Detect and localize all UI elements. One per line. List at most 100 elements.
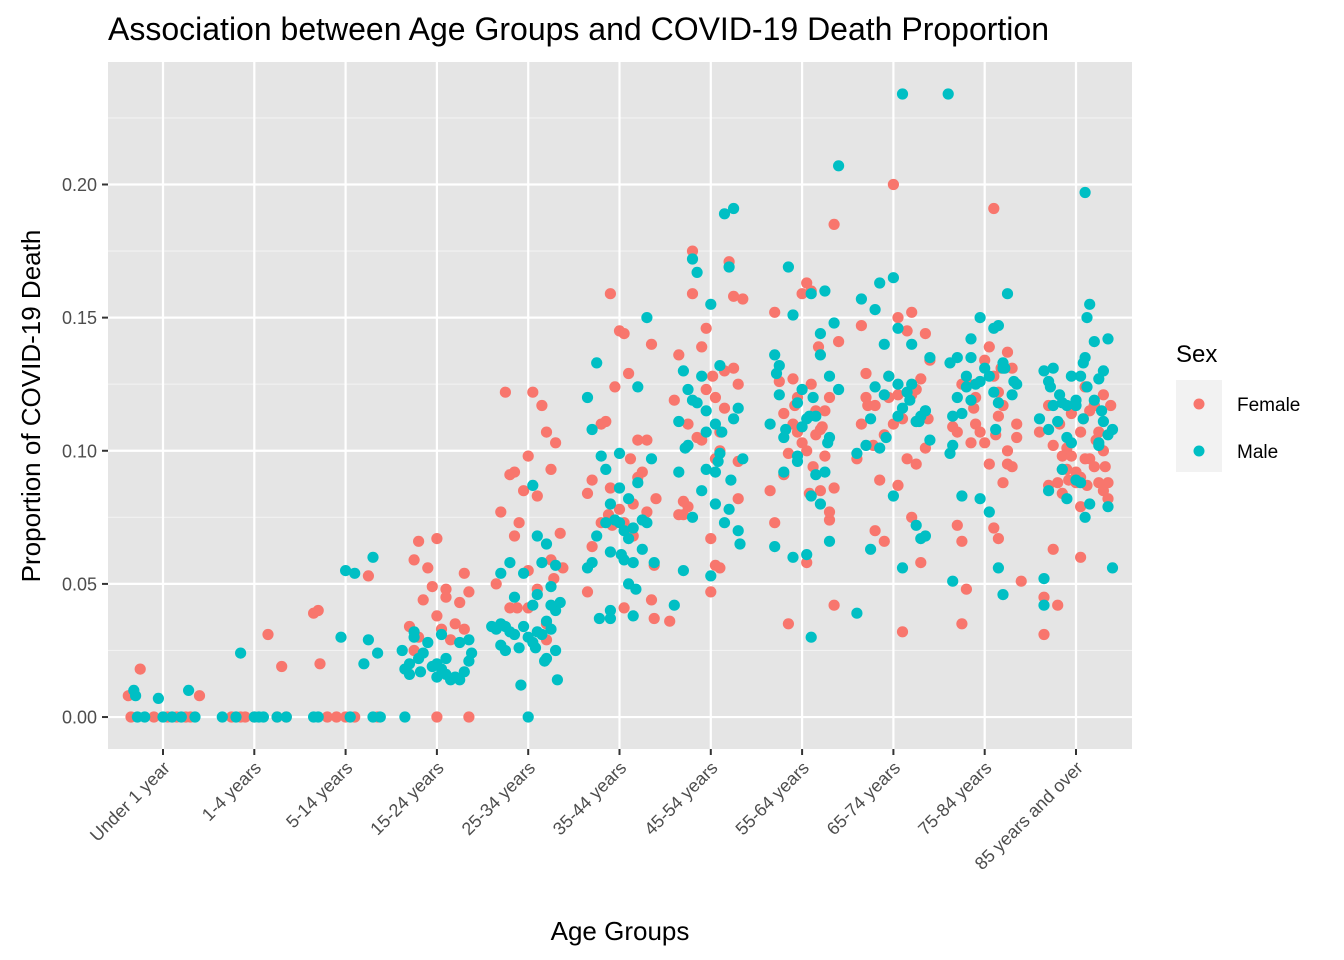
point-female [819, 450, 831, 462]
point-female [645, 594, 658, 606]
point-female [623, 367, 635, 380]
point-male [997, 362, 1009, 374]
point-male [709, 466, 722, 478]
point-male [728, 202, 740, 215]
point-male [1065, 370, 1077, 382]
point-female [814, 485, 827, 497]
point-male [458, 666, 470, 678]
point-female [700, 383, 712, 396]
point-male [769, 541, 781, 553]
point-female [896, 626, 909, 638]
point-female [504, 602, 516, 614]
point-male [805, 288, 817, 300]
point-male [773, 360, 785, 372]
point-male [974, 493, 986, 505]
point-female [956, 618, 968, 630]
point-female [901, 453, 913, 465]
point-female [1075, 501, 1087, 513]
point-male [956, 490, 968, 502]
point-male [1056, 397, 1068, 409]
x-axis-title: Age Groups [551, 916, 690, 946]
point-female [454, 596, 466, 609]
point-male [536, 628, 548, 641]
point-female [1052, 477, 1064, 489]
y-axis-title: Proportion of COVID-19 Death [16, 230, 46, 583]
point-male [1001, 288, 1014, 300]
point-male [728, 413, 740, 425]
point-male [414, 666, 427, 678]
point-male [152, 692, 164, 705]
point-female [1047, 439, 1059, 451]
point-female [1052, 599, 1064, 611]
point-male [604, 604, 617, 617]
point-female [732, 378, 744, 390]
point-male [673, 466, 685, 478]
point-male [1077, 357, 1089, 369]
point-female [1038, 628, 1050, 641]
point-male [513, 642, 525, 654]
point-male [865, 543, 877, 555]
point-male [787, 309, 799, 321]
point-male [944, 447, 956, 459]
point-male [641, 312, 653, 324]
point-female [134, 663, 146, 675]
point-female [992, 410, 1005, 422]
point-female [1093, 477, 1105, 489]
point-male [545, 581, 557, 593]
point-male [1102, 333, 1114, 345]
point-male [1043, 485, 1055, 497]
point-male [230, 711, 242, 723]
point-female [276, 660, 288, 673]
point-female [705, 533, 717, 545]
point-male [396, 644, 408, 657]
point-male [593, 612, 606, 625]
point-male [613, 482, 626, 494]
point-male [833, 383, 845, 396]
point-male [723, 503, 735, 515]
point-male [823, 370, 836, 382]
point-male [865, 413, 877, 425]
point-male [705, 298, 717, 310]
point-female [956, 535, 968, 547]
point-male [682, 439, 694, 451]
point-male [1093, 439, 1105, 451]
point-male [1096, 405, 1108, 417]
point-male [686, 511, 699, 523]
point-female [714, 562, 726, 574]
point-male [860, 439, 872, 451]
point-male [805, 490, 817, 502]
legend-title: Sex [1176, 341, 1217, 368]
point-female [919, 328, 932, 340]
point-male [627, 610, 639, 622]
point-male [965, 352, 977, 364]
point-male [1061, 493, 1073, 505]
point-female [1099, 461, 1111, 473]
point-female [828, 218, 840, 230]
point-male [778, 466, 790, 478]
point-female [1102, 477, 1114, 489]
point-female [979, 354, 991, 366]
point-male [636, 543, 648, 555]
point-male [551, 674, 564, 686]
x-tick-label: Under 1 year [86, 758, 174, 846]
point-male [874, 277, 886, 289]
point-male [1097, 365, 1109, 377]
point-female [965, 437, 977, 449]
point-male [645, 453, 658, 465]
point-female [718, 402, 731, 414]
point-female [737, 293, 749, 305]
point-male [960, 381, 973, 393]
point-male [960, 370, 973, 382]
point-female [431, 610, 443, 622]
point-male [399, 711, 411, 723]
point-female [632, 434, 644, 446]
point-female [431, 533, 443, 545]
point-female [641, 434, 653, 446]
point-male [947, 575, 959, 587]
point-male [887, 272, 900, 284]
point-male [807, 391, 819, 404]
point-female [148, 711, 160, 723]
legend-female-label: Female [1237, 395, 1300, 416]
point-male [372, 647, 384, 659]
point-female [974, 426, 986, 438]
